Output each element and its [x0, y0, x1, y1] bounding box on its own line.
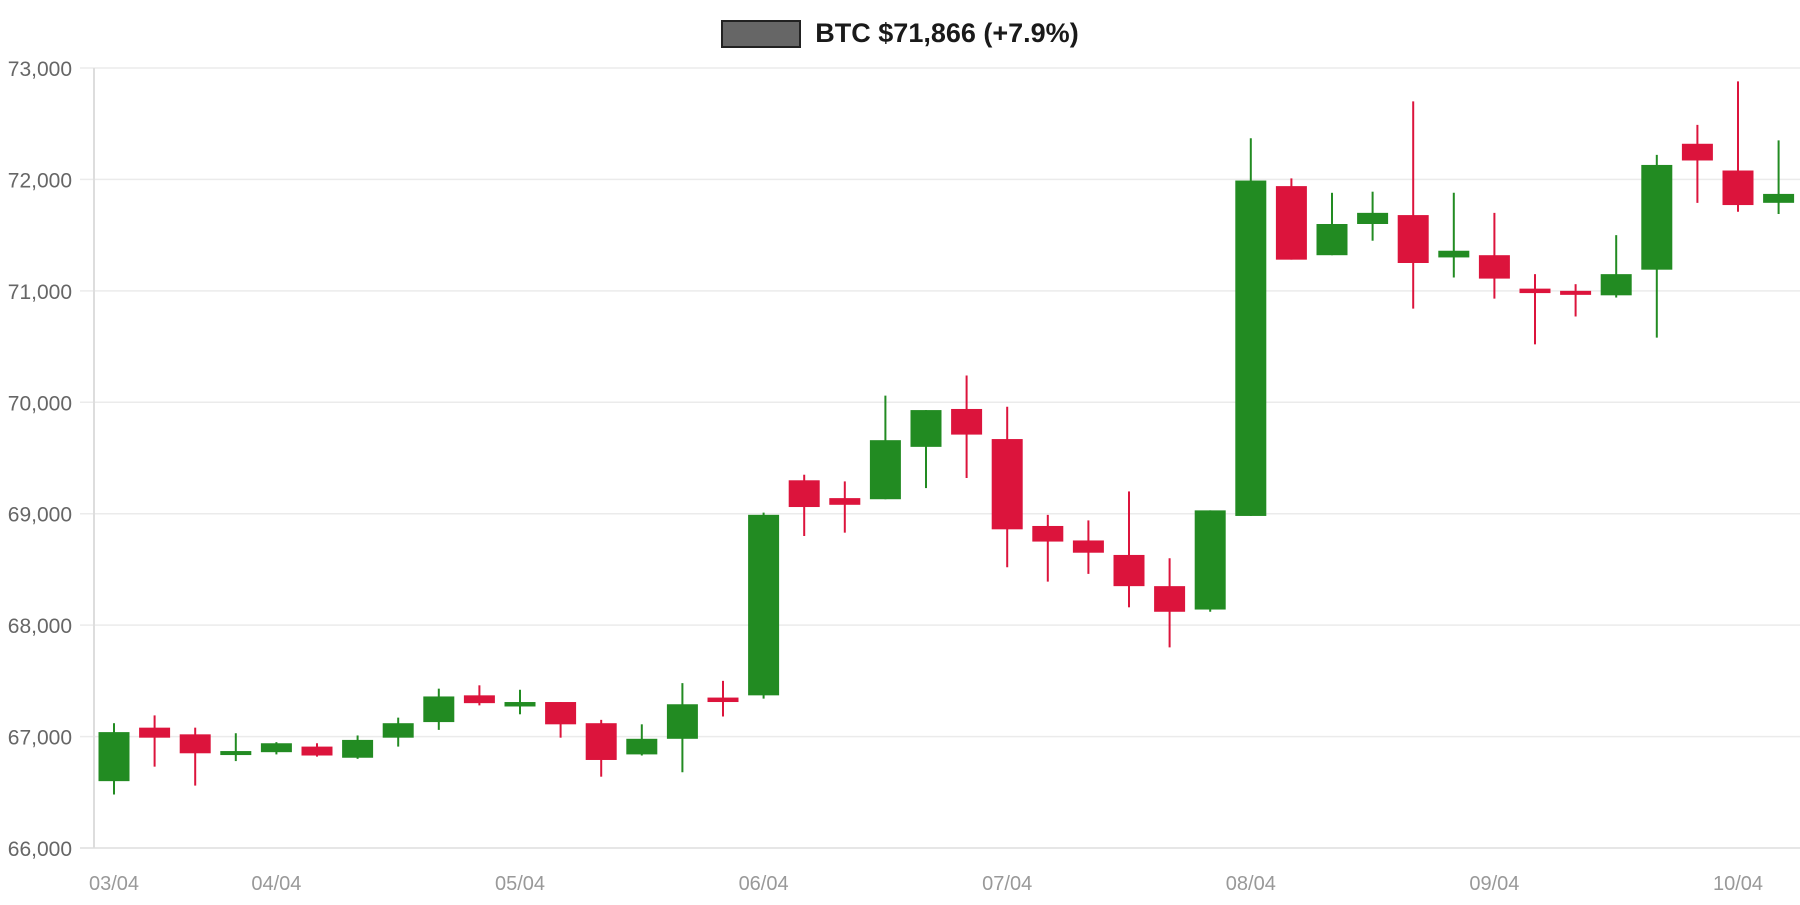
candle-body[interactable] — [1438, 250, 1470, 258]
candle-body[interactable] — [139, 727, 171, 738]
candle-body[interactable] — [1154, 586, 1186, 612]
candle-body[interactable] — [707, 697, 739, 703]
candle-body[interactable] — [260, 743, 292, 753]
y-tick-label: 72,000 — [8, 169, 72, 192]
candle-body[interactable] — [1357, 212, 1389, 224]
candle-body[interactable] — [1681, 143, 1713, 161]
candle-body[interactable] — [910, 410, 942, 447]
x-tick-label: 10/04 — [1713, 873, 1763, 895]
candle-body[interactable] — [1072, 540, 1104, 553]
candle-body[interactable] — [504, 702, 536, 707]
candle-body[interactable] — [748, 514, 780, 696]
y-tick-label: 70,000 — [8, 392, 72, 415]
candle-body[interactable] — [545, 702, 577, 725]
candle-body[interactable] — [220, 751, 252, 756]
chart-legend: BTC $71,866 (+7.9%) — [0, 18, 1800, 49]
x-tick-label: 06/04 — [739, 873, 789, 895]
candle-body[interactable] — [1641, 164, 1673, 270]
candle-body[interactable] — [98, 732, 130, 782]
y-tick-label: 66,000 — [8, 838, 72, 861]
candle-body[interactable] — [1519, 288, 1551, 294]
candle-body[interactable] — [991, 439, 1023, 530]
y-tick-label: 69,000 — [8, 504, 72, 527]
candle-body[interactable] — [1113, 554, 1145, 587]
candle-body[interactable] — [951, 408, 983, 435]
x-tick-label: 08/04 — [1226, 873, 1276, 895]
candle-body[interactable] — [869, 440, 901, 500]
x-tick-label: 09/04 — [1469, 873, 1519, 895]
candle-body[interactable] — [382, 723, 414, 738]
legend-swatch[interactable] — [721, 19, 802, 48]
candle-body[interactable] — [301, 746, 333, 756]
candle-body[interactable] — [1478, 255, 1510, 279]
y-tick-label: 71,000 — [8, 281, 72, 304]
x-tick-label: 04/04 — [251, 873, 301, 895]
candle-body[interactable] — [423, 696, 455, 723]
y-tick-label: 67,000 — [8, 727, 72, 750]
x-tick-label: 07/04 — [982, 873, 1032, 895]
candle-body[interactable] — [342, 739, 374, 758]
candle-body[interactable] — [1722, 170, 1754, 206]
candle-body[interactable] — [1194, 510, 1226, 610]
candle-body[interactable] — [463, 695, 495, 704]
y-tick-label: 68,000 — [8, 615, 72, 638]
x-tick-label: 05/04 — [495, 873, 545, 895]
candle-body[interactable] — [585, 723, 617, 760]
candle-body[interactable] — [1275, 186, 1307, 260]
x-tick-label: 03/04 — [89, 873, 139, 895]
candle-body[interactable] — [1560, 290, 1592, 295]
y-tick-label: 73,000 — [8, 58, 72, 81]
candle-body[interactable] — [788, 480, 820, 508]
candle-body[interactable] — [1763, 193, 1795, 203]
candle-body[interactable] — [1032, 525, 1064, 542]
candle-body[interactable] — [1600, 274, 1632, 296]
legend-label: BTC $71,866 (+7.9%) — [815, 18, 1079, 48]
candle-body[interactable] — [1235, 180, 1267, 516]
candle-body[interactable] — [666, 704, 698, 739]
candle-body[interactable] — [1397, 215, 1429, 263]
candle-body[interactable] — [626, 738, 658, 755]
candle-body[interactable] — [1316, 224, 1348, 256]
candle-body[interactable] — [829, 498, 861, 505]
candle-body[interactable] — [179, 734, 211, 754]
